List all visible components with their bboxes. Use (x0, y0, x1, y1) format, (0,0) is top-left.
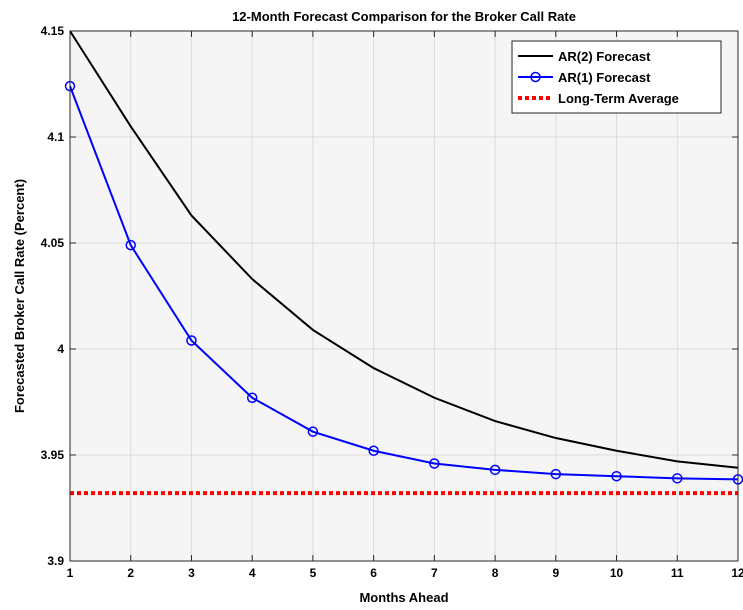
legend-label: AR(2) Forecast (558, 49, 651, 64)
data-point-marker (550, 468, 562, 480)
data-point-marker (611, 470, 622, 482)
x-tick-label: 7 (431, 566, 438, 580)
x-axis-label: Months Ahead (359, 590, 448, 605)
legend: AR(2) Forecast AR(1) Forecast Long-Term Av… (511, 40, 722, 114)
data-point-marker (368, 445, 379, 457)
y-tick-label: 4.1 (47, 130, 64, 144)
data-point-marker (489, 464, 501, 476)
x-tick-label: 4 (249, 566, 256, 580)
data-point-marker (186, 335, 197, 346)
data-point-marker (672, 473, 683, 484)
x-tick-label: 3 (188, 566, 195, 580)
data-point-marker (125, 239, 136, 251)
x-tick-labels: 1 2 3 4 5 6 7 8 9 10 11 12 (67, 566, 743, 580)
x-tick-label: 5 (310, 566, 317, 580)
y-tick-label: 3.9 (47, 554, 64, 568)
plot-frame (69, 30, 739, 562)
data-point-marker (246, 392, 258, 404)
y-axis-label: Forecasted Broker Call Rate (Percent) (12, 179, 27, 413)
tick-marks (69, 30, 739, 562)
plot-background (70, 31, 738, 561)
y-tick-label: 4 (57, 342, 64, 356)
y-tick-label: 4.05 (41, 236, 65, 250)
x-tick-label: 6 (370, 566, 377, 580)
data-point-marker (307, 426, 319, 437)
legend-label: Long-Term Average (558, 91, 679, 106)
y-tick-label: 4.15 (41, 24, 65, 38)
x-tick-label: 11 (671, 566, 684, 580)
data-point-marker (429, 458, 440, 469)
x-tick-label: 12 (731, 566, 743, 580)
legend-label: AR(1) Forecast (558, 70, 651, 85)
y-tick-label: 3.95 (41, 448, 65, 462)
legend-marker (530, 71, 541, 83)
series-line-1 (69, 85, 739, 481)
grid (69, 30, 739, 562)
x-tick-label: 2 (127, 566, 134, 580)
x-tick-label: 1 (67, 566, 74, 580)
x-tick-label: 10 (610, 566, 624, 580)
series-line-0 (69, 30, 739, 469)
chart-title: 12-Month Forecast Comparison for the Bro… (232, 9, 576, 24)
x-tick-label: 8 (492, 566, 499, 580)
x-tick-label: 9 (552, 566, 559, 580)
y-tick-labels: 3.9 3.95 4 4.05 4.1 4.15 (41, 24, 65, 568)
